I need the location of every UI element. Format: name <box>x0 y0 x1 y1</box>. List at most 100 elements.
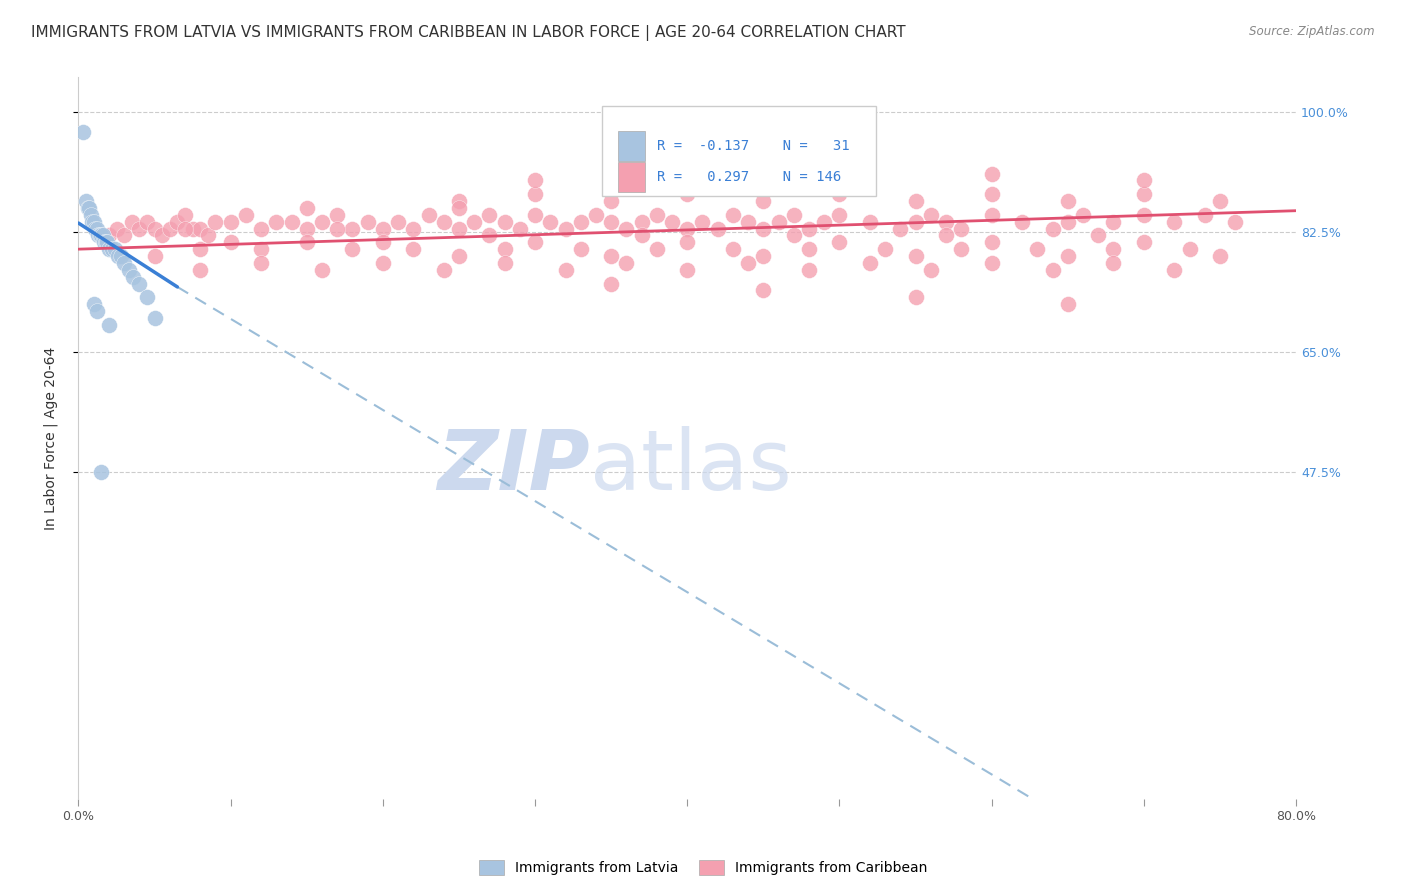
Point <box>204 215 226 229</box>
Point <box>494 256 516 270</box>
Point <box>980 256 1002 270</box>
Point <box>783 228 806 243</box>
Point <box>219 215 242 229</box>
Point <box>1133 208 1156 222</box>
Point <box>371 235 394 250</box>
Point <box>136 290 159 304</box>
Point <box>101 242 124 256</box>
Point <box>174 221 197 235</box>
Text: ZIP: ZIP <box>437 426 591 508</box>
Point <box>980 235 1002 250</box>
Point <box>813 215 835 229</box>
Point <box>676 235 699 250</box>
Point <box>150 228 173 243</box>
Point <box>600 249 623 263</box>
Point <box>121 215 143 229</box>
Point <box>84 221 107 235</box>
Point <box>326 208 349 222</box>
Point <box>616 256 638 270</box>
Point <box>82 215 104 229</box>
Point <box>76 201 98 215</box>
Point <box>295 221 318 235</box>
Point <box>904 249 927 263</box>
Point <box>920 262 942 277</box>
Bar <box>617 161 645 192</box>
Point <box>159 221 181 235</box>
Point <box>118 262 141 277</box>
Text: IMMIGRANTS FROM LATVIA VS IMMIGRANTS FROM CARIBBEAN IN LABOR FORCE | AGE 20-64 C: IMMIGRANTS FROM LATVIA VS IMMIGRANTS FRO… <box>31 25 905 41</box>
Point <box>1056 297 1078 311</box>
Point <box>1133 173 1156 187</box>
Point <box>950 221 973 235</box>
Point <box>1209 249 1232 263</box>
Point <box>86 221 108 235</box>
Point <box>94 235 117 250</box>
Point <box>600 215 623 229</box>
Point <box>904 215 927 229</box>
Point <box>188 221 211 235</box>
Point <box>676 221 699 235</box>
Point <box>752 194 775 208</box>
Text: atlas: atlas <box>591 426 792 508</box>
Point <box>478 228 501 243</box>
Point <box>721 208 744 222</box>
Point <box>494 242 516 256</box>
Point <box>89 228 111 243</box>
Point <box>676 262 699 277</box>
Point <box>797 242 820 256</box>
Point <box>538 215 561 229</box>
Point <box>797 262 820 277</box>
Point <box>143 249 166 263</box>
Point <box>166 215 188 229</box>
Point <box>250 221 273 235</box>
Point <box>295 235 318 250</box>
Point <box>920 208 942 222</box>
Point <box>935 228 957 243</box>
Point <box>1209 194 1232 208</box>
Point <box>447 194 470 208</box>
Point <box>1102 215 1125 229</box>
Point <box>524 208 547 222</box>
Point <box>1056 249 1078 263</box>
Point <box>143 221 166 235</box>
Point <box>128 277 150 291</box>
Point <box>721 242 744 256</box>
Point <box>97 318 120 332</box>
Point <box>494 215 516 229</box>
Point <box>90 466 112 480</box>
Point <box>433 215 456 229</box>
Point <box>859 215 882 229</box>
Point <box>554 221 576 235</box>
Point <box>463 215 485 229</box>
Point <box>1042 262 1064 277</box>
Point <box>904 194 927 208</box>
Point <box>250 242 273 256</box>
Point <box>387 215 409 229</box>
Point <box>676 187 699 202</box>
Point <box>783 208 806 222</box>
Point <box>752 284 775 298</box>
Point <box>1194 208 1216 222</box>
Point <box>828 235 851 250</box>
Point <box>105 221 128 235</box>
Point <box>524 173 547 187</box>
Point <box>1163 262 1185 277</box>
Point <box>752 249 775 263</box>
Point <box>122 269 145 284</box>
Point <box>311 215 333 229</box>
Point <box>104 242 127 256</box>
Point <box>889 221 911 235</box>
Point <box>1056 215 1078 229</box>
Point <box>661 215 683 229</box>
Point <box>752 221 775 235</box>
Point <box>250 256 273 270</box>
Point <box>433 262 456 277</box>
Point <box>1163 215 1185 229</box>
Point <box>342 242 364 256</box>
Point <box>143 310 166 325</box>
Point <box>97 228 120 243</box>
Point <box>402 242 425 256</box>
Point <box>768 215 790 229</box>
Point <box>326 221 349 235</box>
Point <box>980 167 1002 181</box>
